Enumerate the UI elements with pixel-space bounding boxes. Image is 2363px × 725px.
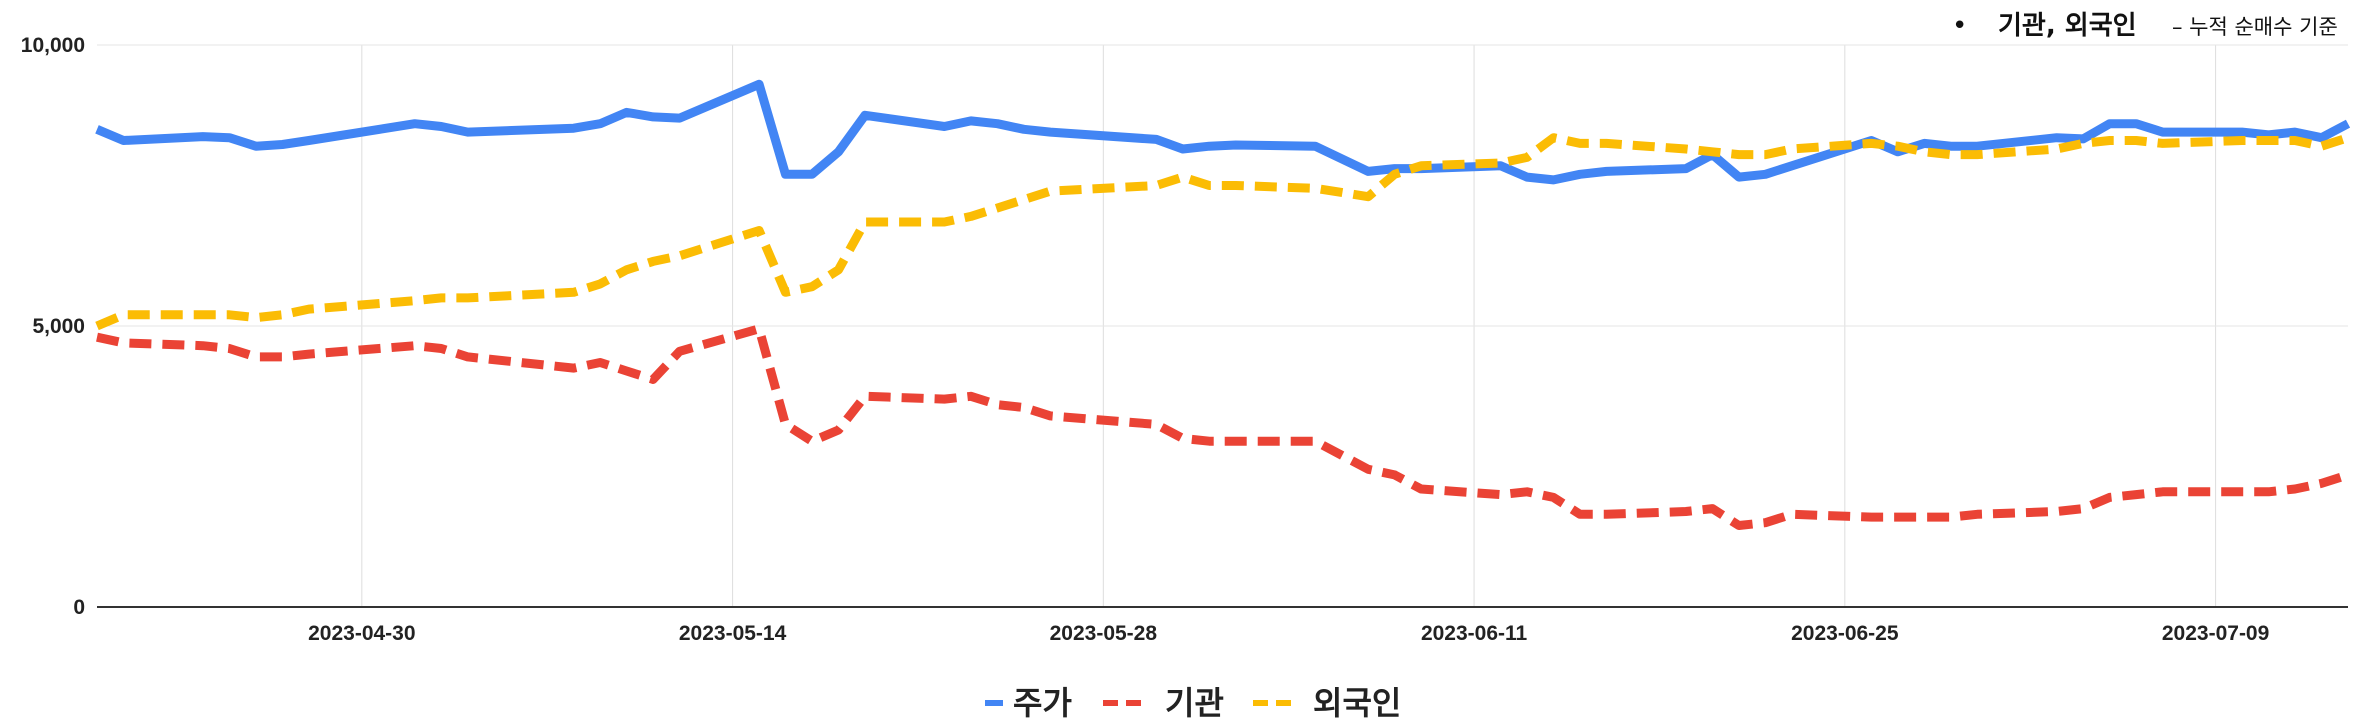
y-axis: 0 5,000 10,000	[21, 34, 85, 619]
annotation-sub: – 누적 순매수 기준	[2172, 15, 2338, 39]
annotation: • 기관, 외국인 – 누적 순매수 기준	[1952, 11, 2338, 41]
x-axis: 2023-04-30 2023-05-14 2023-05-28 2023-06-11…	[308, 622, 2269, 645]
legend: 주가 기관 외국인	[985, 684, 1401, 722]
x-tick-label: 2023-05-28	[1050, 622, 1158, 645]
y-tick-label: 10,000	[21, 34, 85, 57]
annotation-bullet: •	[1952, 11, 1967, 41]
legend-label: 외국인	[1313, 684, 1401, 722]
x-tick-label: 2023-05-14	[679, 622, 787, 645]
x-tick-label: 2023-04-30	[308, 622, 415, 645]
legend-label: 주가	[1013, 684, 1072, 722]
y-tick-label: 5,000	[32, 315, 85, 338]
series-line-3	[95, 133, 2350, 331]
x-tick-label: 2023-06-25	[1791, 622, 1899, 645]
series-line-1	[95, 79, 2351, 185]
legend-label: 기관	[1165, 684, 1224, 722]
series-line-2	[96, 324, 2350, 530]
series-lines	[95, 79, 2351, 530]
x-tick-label: 2023-07-09	[2162, 622, 2269, 645]
annotation-main: 기관, 외국인	[1998, 11, 2137, 41]
y-tick-label: 0	[73, 596, 85, 619]
horizontal-gridlines	[97, 44, 2348, 608]
x-tick-label: 2023-06-11	[1421, 622, 1528, 645]
